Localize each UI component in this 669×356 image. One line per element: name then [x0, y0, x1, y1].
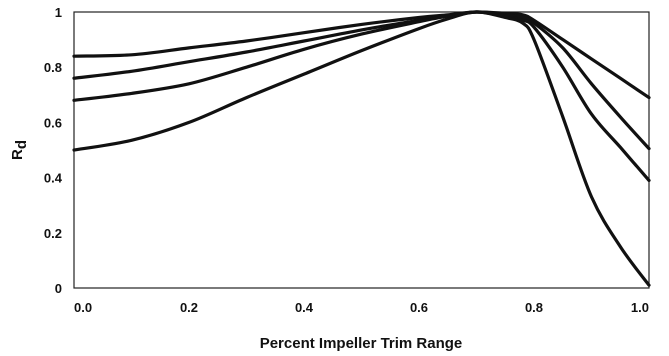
x-tick-label: 0.0 — [74, 300, 92, 315]
x-tick-labels: 0.0 0.2 0.4 0.6 0.8 1.0 — [74, 300, 649, 315]
y-tick-label: 0.6 — [44, 115, 62, 130]
plot-area — [73, 11, 650, 289]
x-tick-label: 0.6 — [410, 300, 428, 315]
y-tick-label: 0.2 — [44, 226, 62, 241]
y-tick-label: 0.8 — [44, 60, 62, 75]
x-tick-label: 0.8 — [525, 300, 543, 315]
y-tick-labels: 0 0.2 0.4 0.6 0.8 1 — [44, 5, 63, 296]
y-tick-label: 1 — [55, 5, 62, 20]
x-axis-title: Percent Impeller Trim Range — [260, 335, 463, 352]
y-axis-title-main: R — [9, 149, 26, 160]
x-tick-label: 1.0 — [631, 300, 649, 315]
y-tick-label: 0 — [55, 281, 62, 296]
series-line-4 — [72, 10, 651, 287]
x-tick-label: 0.2 — [180, 300, 198, 315]
y-tick-label: 0.4 — [44, 171, 63, 186]
series-layer — [72, 10, 651, 287]
y-axis-title: Rd — [9, 140, 30, 160]
y-axis-title-subscript: d — [13, 140, 30, 149]
x-tick-label: 0.4 — [295, 300, 314, 315]
